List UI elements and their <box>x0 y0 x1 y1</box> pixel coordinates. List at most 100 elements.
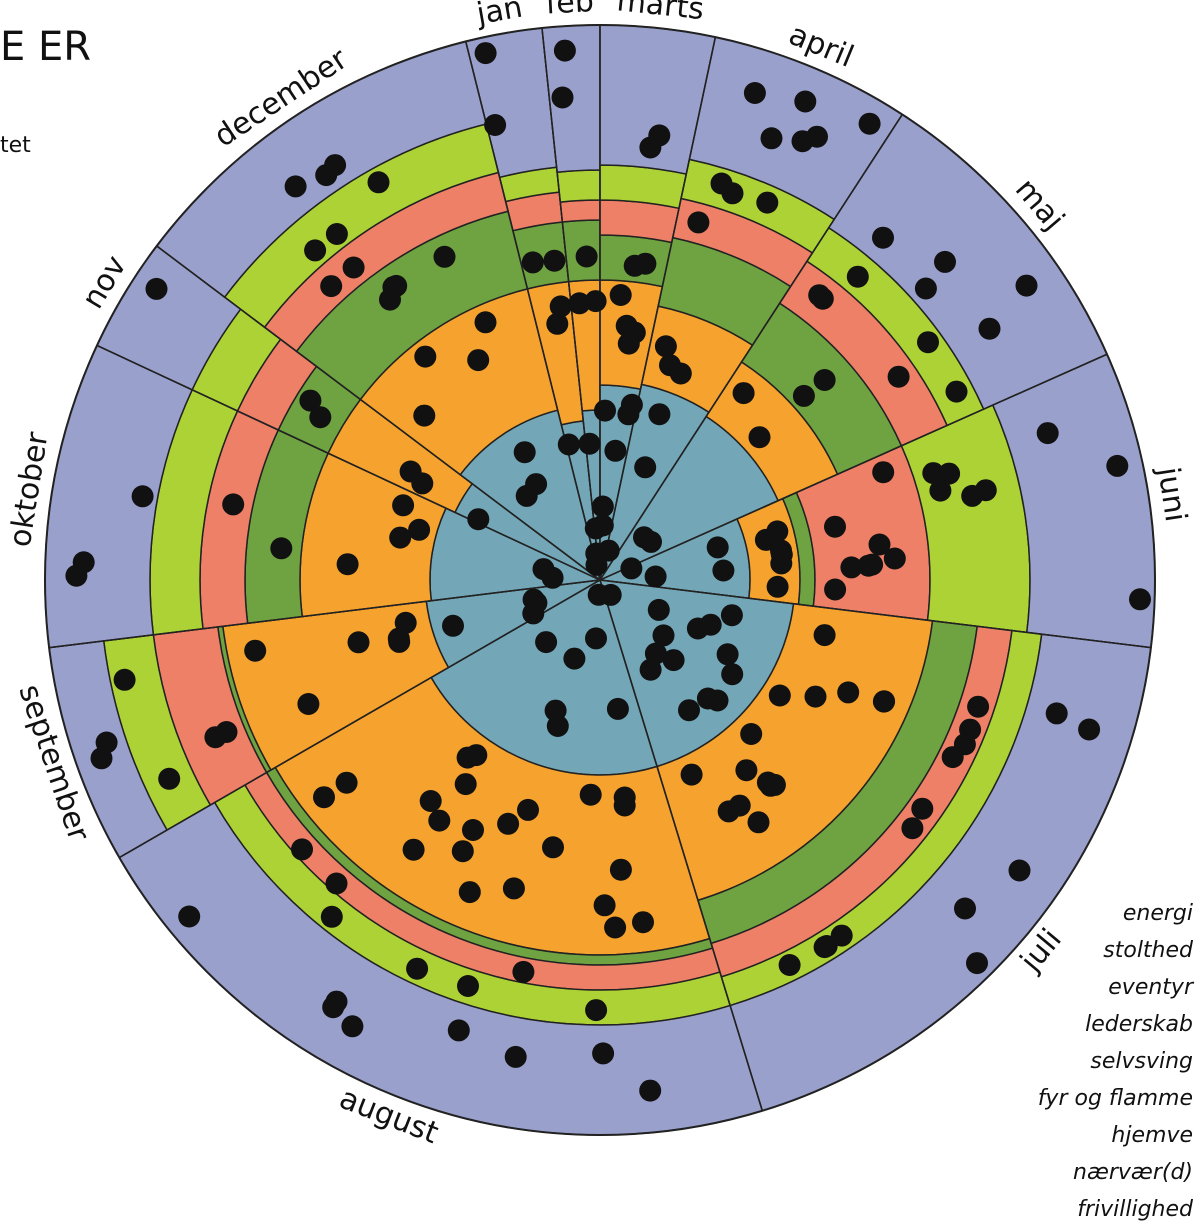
data-dot <box>716 643 739 666</box>
data-dot <box>678 699 700 722</box>
month-spoke <box>599 114 903 581</box>
month-spoke <box>119 579 601 859</box>
data-dot <box>917 331 939 354</box>
data-dot <box>557 433 580 456</box>
data-dot <box>447 1019 470 1042</box>
data-dot <box>95 731 118 754</box>
data-dot <box>215 721 238 743</box>
data-dot <box>575 245 598 268</box>
data-dot <box>1008 859 1031 882</box>
data-dot <box>813 936 836 959</box>
data-dot <box>297 693 320 715</box>
month-spoke <box>599 579 1151 649</box>
data-dot <box>387 627 410 650</box>
data-dot <box>549 295 572 318</box>
data-dot <box>585 553 608 576</box>
data-dot <box>563 647 586 670</box>
data-dot <box>858 112 881 135</box>
data-dot <box>824 578 847 601</box>
data-dot <box>961 484 984 507</box>
data-dot <box>662 649 685 672</box>
data-dot <box>873 690 896 713</box>
data-dot <box>584 290 607 313</box>
data-dot <box>922 462 945 485</box>
data-dot <box>551 86 574 109</box>
data-dot <box>766 520 789 543</box>
data-dot <box>911 797 934 820</box>
data-dot <box>644 642 667 665</box>
data-dot <box>604 916 627 939</box>
data-dot <box>914 277 937 300</box>
data-dot <box>454 773 477 796</box>
data-dot <box>592 1042 615 1065</box>
data-dot <box>291 838 313 861</box>
legend-item: frivillighed <box>1077 1197 1194 1222</box>
data-dot <box>934 250 956 273</box>
month-spoke <box>96 344 601 581</box>
data-dot <box>1036 422 1059 445</box>
data-dot <box>813 624 836 647</box>
data-dot <box>768 684 791 707</box>
data-dot <box>615 314 638 337</box>
legend-item: nærvær(d) <box>1073 1160 1193 1185</box>
data-dot <box>766 575 789 598</box>
data-dot <box>222 493 245 516</box>
data-dot <box>813 369 836 391</box>
data-dot <box>324 154 347 177</box>
data-dot <box>591 495 614 518</box>
data-dot <box>546 312 569 335</box>
data-dot <box>270 537 293 560</box>
data-dot <box>792 384 815 407</box>
month-label-feb: feb <box>545 0 595 22</box>
data-dot <box>706 536 729 559</box>
ring-segments <box>44 24 1156 1136</box>
data-dot <box>411 472 434 495</box>
data-dot <box>542 836 564 859</box>
data-dot <box>517 798 539 821</box>
data-dot <box>883 547 906 570</box>
data-dot <box>462 819 484 841</box>
data-dot <box>706 689 729 712</box>
legend-item: eventyr <box>1108 975 1195 1000</box>
data-dot <box>687 211 710 234</box>
data-dot <box>347 631 370 654</box>
data-dot <box>284 175 307 198</box>
data-dot <box>747 811 770 834</box>
data-dot <box>1078 718 1101 741</box>
data-dot <box>680 763 703 786</box>
data-dot <box>320 905 343 928</box>
month-spoke <box>599 353 1108 581</box>
month-spoke <box>49 579 601 649</box>
data-dot <box>808 284 831 307</box>
data-dot <box>535 631 558 654</box>
month-label-juni: juni <box>1150 464 1193 524</box>
month-spokes <box>49 25 1151 1111</box>
month-spoke <box>599 36 717 581</box>
data-dot <box>335 771 358 794</box>
data-dot <box>954 897 976 920</box>
legend-item: selvsving <box>1090 1049 1193 1074</box>
data-dot <box>594 399 616 422</box>
data-dot <box>857 554 880 577</box>
data-dot <box>515 484 538 507</box>
data-dot <box>794 90 817 113</box>
data-dot <box>824 515 846 538</box>
data-dot <box>113 668 136 691</box>
data-dot <box>591 514 614 537</box>
data-dot <box>521 251 544 274</box>
ring-segment <box>556 169 601 203</box>
data-dot <box>1045 702 1068 725</box>
legend-item: hjemve <box>1111 1123 1193 1148</box>
data-dot <box>299 389 322 412</box>
data-dot <box>763 773 786 796</box>
month-spoke <box>156 245 601 581</box>
data-dot <box>474 311 497 334</box>
data-dot <box>597 539 620 562</box>
data-dot <box>309 406 332 429</box>
data-dot <box>967 695 990 718</box>
data-dot <box>748 426 771 449</box>
data-dot <box>313 786 335 809</box>
data-dot <box>336 553 359 576</box>
data-dot <box>512 960 535 983</box>
